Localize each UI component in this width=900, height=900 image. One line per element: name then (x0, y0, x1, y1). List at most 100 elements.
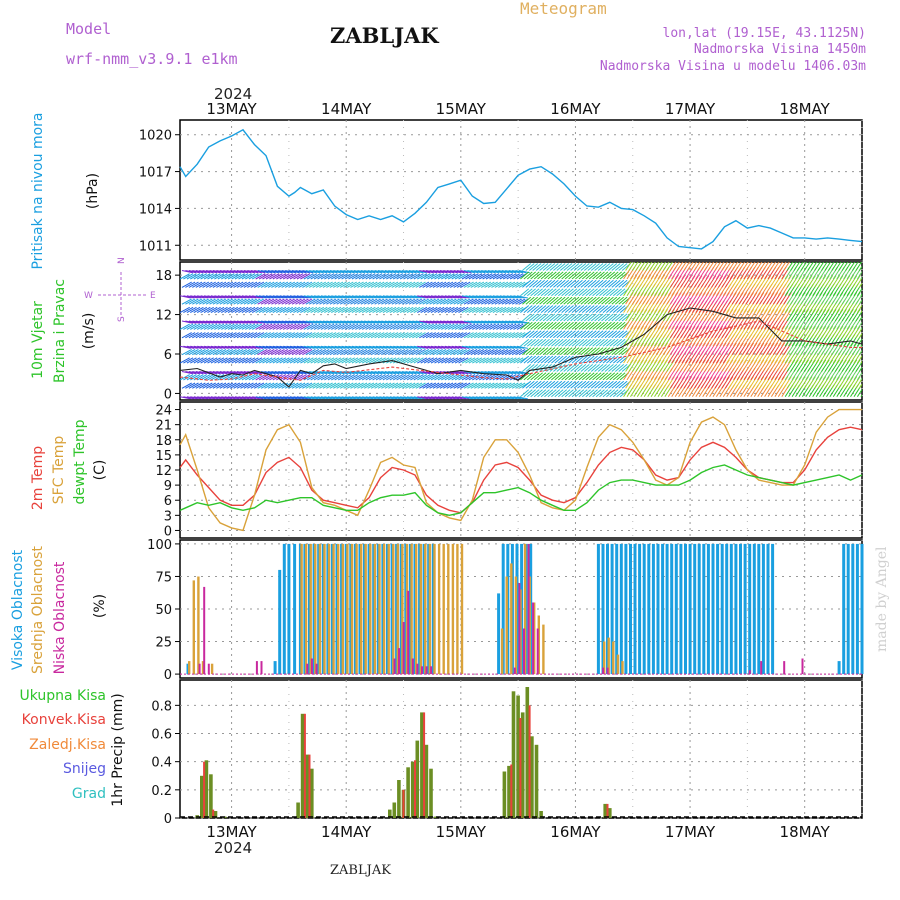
wind-barb (195, 270, 207, 274)
wind-barb (286, 396, 298, 400)
cloud-bar-mid (369, 543, 372, 675)
wind-barb (245, 396, 257, 400)
wind-barb (515, 320, 527, 324)
wind-barb (253, 298, 265, 305)
wind-barb (755, 262, 763, 271)
wind-barb (212, 348, 223, 356)
wind-barb (652, 262, 660, 271)
wind-barb (300, 295, 312, 299)
wind-barb (441, 374, 452, 381)
wind-barb (731, 262, 739, 271)
wind-barb (216, 298, 227, 305)
cloud-bar-mid (607, 637, 610, 675)
wind-barb (489, 345, 501, 349)
wind-barb (320, 295, 332, 299)
wind-barb (549, 263, 559, 271)
wind-barb (205, 382, 216, 389)
wind-barb (419, 382, 430, 389)
wind-barb (601, 364, 611, 372)
wind-barb (580, 347, 590, 356)
wind-barb (204, 396, 215, 400)
wind-barb (478, 357, 490, 364)
wind-barb (523, 305, 533, 313)
wind-barb (413, 357, 424, 364)
wind-barb (856, 270, 862, 280)
wind-barb (202, 382, 213, 389)
wind-barb (260, 382, 271, 389)
wind-barb (285, 320, 297, 324)
wind-barb (360, 270, 372, 274)
wind-barb (355, 374, 366, 381)
wind-barb (491, 320, 503, 324)
wind-barb (282, 306, 294, 314)
wind-barb (571, 321, 581, 330)
precip-bar-total (209, 774, 213, 818)
wind-barb (595, 338, 605, 347)
cloud-bar-mid (603, 641, 606, 674)
wind-barb (863, 276, 871, 288)
wind-barb (487, 371, 499, 375)
wind-barb (461, 306, 472, 314)
wind-barb (547, 338, 557, 347)
wind-barb (276, 345, 288, 349)
wind-barb (327, 306, 338, 314)
wind-barb (487, 270, 499, 274)
wind-barb (412, 298, 423, 305)
wind-barb (559, 347, 570, 356)
wind-barb (192, 270, 204, 274)
wind-barb (592, 321, 602, 330)
wind-barb (563, 364, 573, 372)
wind-barb (461, 345, 473, 349)
cloud-bar-mid (528, 576, 531, 675)
wind-barb (209, 332, 220, 339)
wind-barb (199, 270, 211, 274)
wind-barb (320, 273, 331, 280)
wind-barb (190, 345, 202, 349)
wind-barb (463, 298, 474, 305)
wind-barb (537, 288, 547, 297)
wind-barb (609, 271, 619, 280)
wind-barb (195, 320, 207, 324)
wind-barb (195, 382, 206, 389)
wind-barb (618, 380, 628, 389)
wind-barb (216, 371, 228, 375)
wind-barb (423, 306, 435, 314)
wind-barb (317, 396, 329, 400)
cloud-bar-high (720, 543, 724, 675)
wind-barb (697, 262, 704, 271)
wind-barb (229, 298, 241, 305)
wind-barb (197, 396, 209, 400)
wind-barb (358, 396, 370, 400)
wind-barb (738, 262, 746, 271)
wind-barb (423, 374, 435, 381)
precip-bar-conv (203, 761, 206, 818)
wind-barb (310, 306, 321, 314)
wind-barb (602, 338, 612, 347)
wind-barb (382, 306, 393, 314)
wind-barb (202, 320, 214, 324)
wind-barb (540, 338, 550, 347)
wind-barb (233, 298, 244, 305)
wind-barb (355, 273, 366, 280)
wind-barb (410, 323, 421, 330)
wind-barb (398, 281, 409, 288)
wind-barb (251, 306, 263, 314)
wind-barb (557, 355, 568, 364)
model-name: wrf-nmm_v3.9.1 e1km (66, 50, 238, 68)
wind-barb (250, 298, 261, 305)
wind-barb (319, 371, 331, 375)
wind-barb (384, 348, 395, 356)
wind-barb (616, 372, 626, 381)
wind-barb (291, 320, 303, 324)
precip-bar-total (525, 687, 530, 818)
wind-barb (262, 357, 273, 364)
wind-barb (276, 295, 288, 299)
wind-barb (402, 320, 413, 324)
wind-barb (568, 338, 578, 347)
wind-barb (337, 273, 349, 280)
wind-barb (430, 345, 442, 349)
pressure-unit: (hPa) (85, 173, 101, 209)
wind-barb (298, 298, 309, 305)
wind-barb (793, 262, 801, 271)
wind-barb (456, 281, 467, 288)
